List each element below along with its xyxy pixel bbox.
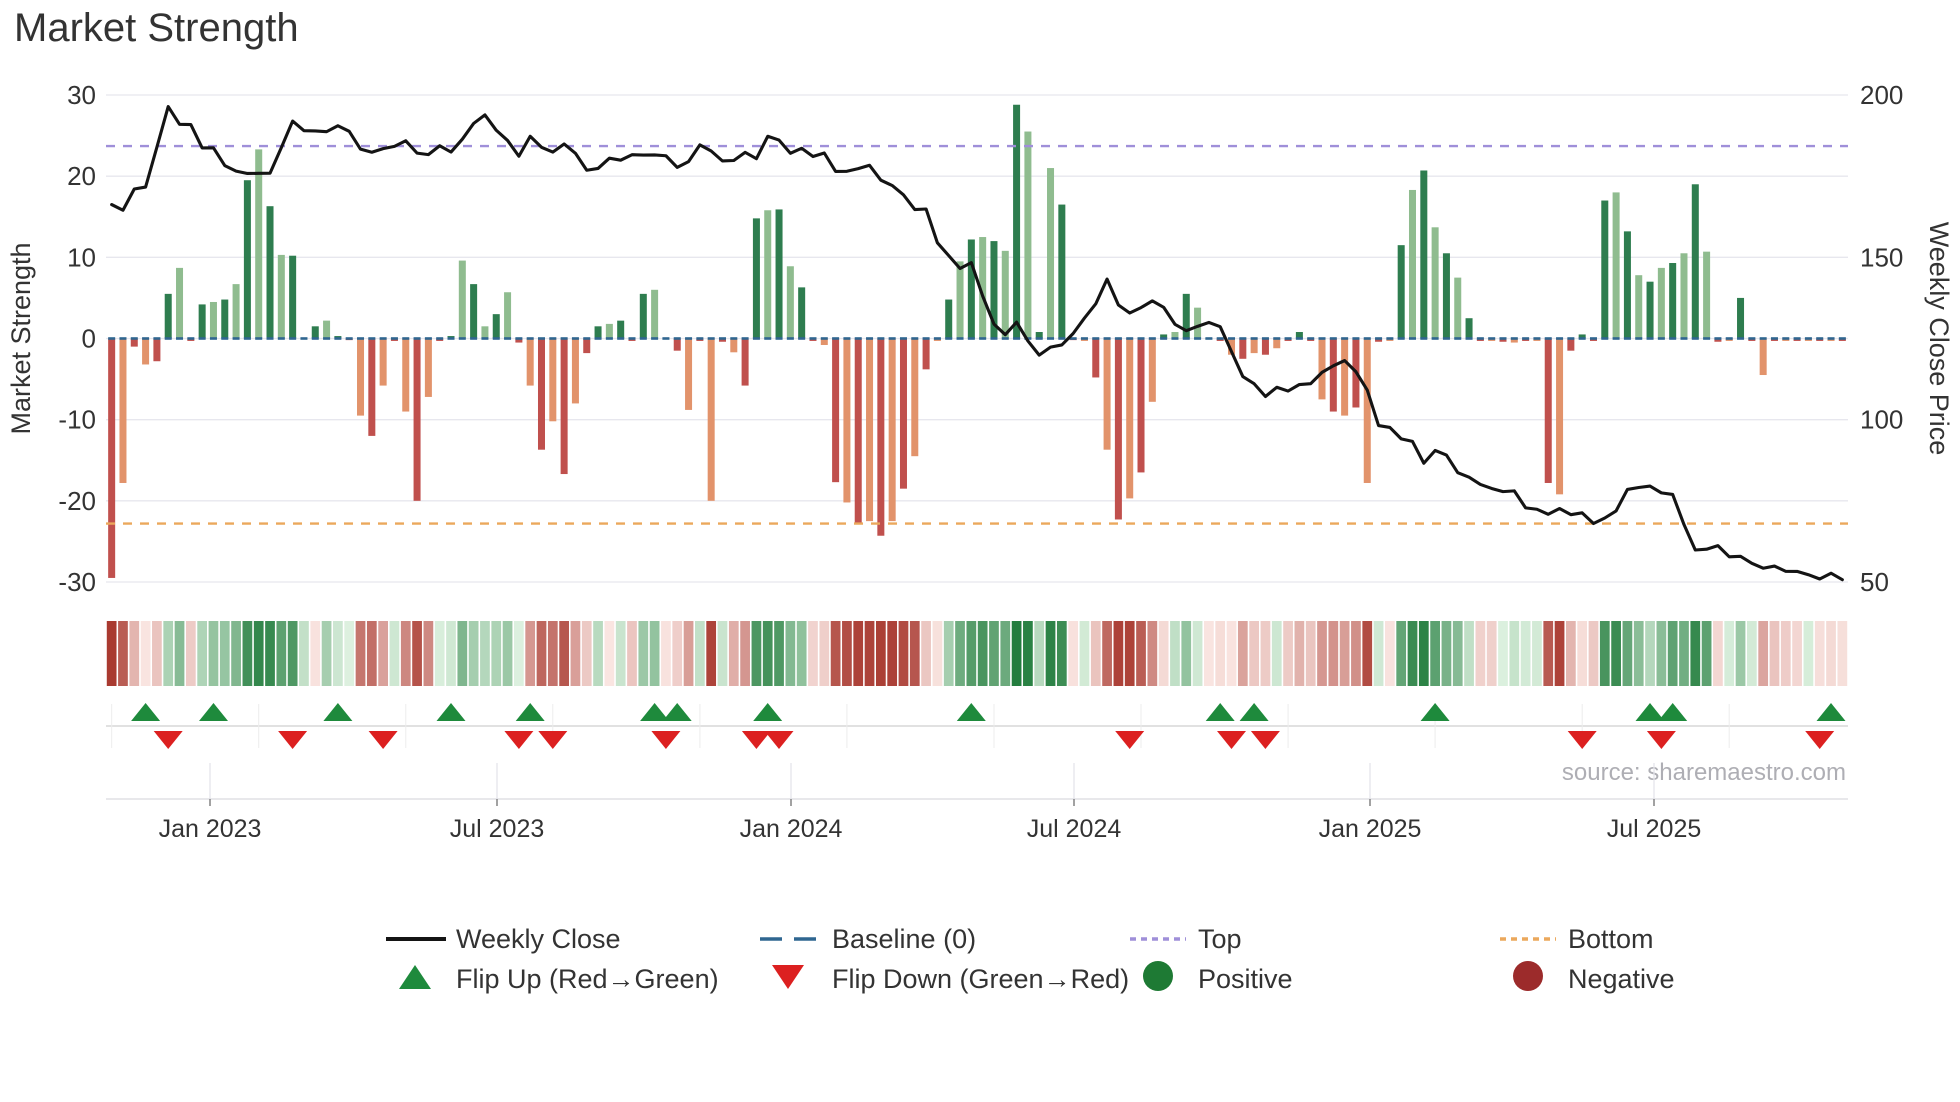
svg-text:50: 50 bbox=[1860, 567, 1889, 597]
svg-text:Jan 2024: Jan 2024 bbox=[740, 815, 843, 843]
svg-text:0: 0 bbox=[82, 324, 96, 354]
svg-text:Jan 2025: Jan 2025 bbox=[1319, 815, 1422, 843]
svg-text:-20: -20 bbox=[58, 486, 96, 516]
svg-text:30: 30 bbox=[67, 80, 96, 110]
svg-text:Top: Top bbox=[1198, 924, 1242, 954]
svg-text:Jul 2023: Jul 2023 bbox=[450, 815, 545, 843]
svg-text:100: 100 bbox=[1860, 405, 1903, 435]
svg-text:-30: -30 bbox=[58, 567, 96, 597]
svg-text:Baseline (0): Baseline (0) bbox=[832, 924, 976, 954]
svg-text:Weekly Close: Weekly Close bbox=[456, 924, 621, 954]
svg-text:Flip Up (Red→Green): Flip Up (Red→Green) bbox=[456, 964, 719, 994]
svg-text:Market Strength: Market Strength bbox=[6, 242, 36, 434]
svg-text:200: 200 bbox=[1860, 80, 1903, 110]
svg-text:Flip Down (Green→Red): Flip Down (Green→Red) bbox=[832, 964, 1129, 994]
svg-text:Weekly Close Price: Weekly Close Price bbox=[1924, 222, 1954, 456]
svg-text:Jul 2025: Jul 2025 bbox=[1607, 815, 1702, 843]
svg-text:Negative: Negative bbox=[1568, 964, 1675, 994]
svg-text:Bottom: Bottom bbox=[1568, 924, 1654, 954]
svg-text:20: 20 bbox=[67, 161, 96, 191]
svg-text:Positive: Positive bbox=[1198, 964, 1293, 994]
svg-text:source: sharemaestro.com: source: sharemaestro.com bbox=[1562, 759, 1846, 786]
svg-text:-10: -10 bbox=[58, 405, 96, 435]
svg-text:10: 10 bbox=[67, 242, 96, 272]
svg-text:Jul 2024: Jul 2024 bbox=[1027, 815, 1122, 843]
svg-text:150: 150 bbox=[1860, 242, 1903, 272]
svg-text:Jan 2023: Jan 2023 bbox=[159, 815, 262, 843]
